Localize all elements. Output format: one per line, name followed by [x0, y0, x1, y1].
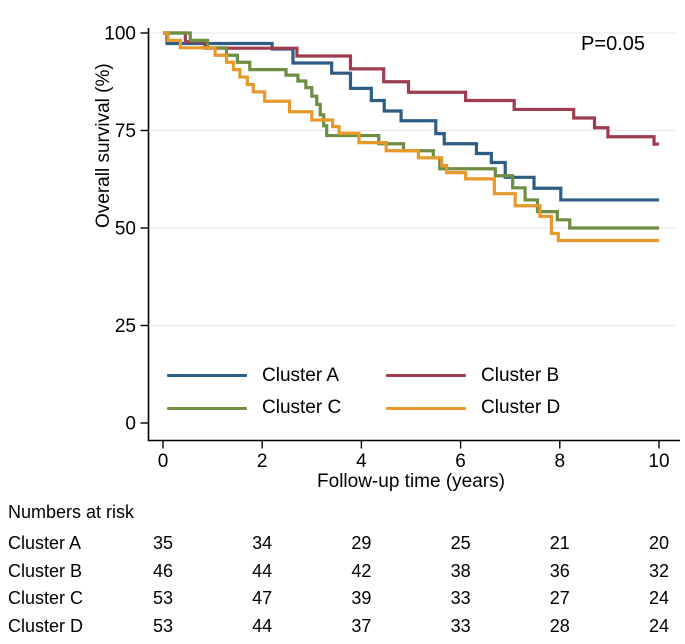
x-tick-label: 6: [455, 451, 466, 472]
risk-count: 33: [450, 588, 471, 608]
survival-curve-cluster-d: [163, 31, 659, 243]
risk-count: 44: [252, 560, 273, 581]
legend-label-cluster-b: Cluster B: [481, 365, 560, 386]
x-tick-label: 0: [158, 451, 169, 472]
risk-count: 34: [252, 533, 273, 553]
y-tick-label: 100: [104, 24, 136, 45]
x-tick-label: 8: [555, 451, 566, 472]
risk-row-label: Cluster D: [8, 615, 84, 636]
legend-line-cluster-b: [386, 374, 466, 378]
y-tick-label: 50: [115, 219, 136, 240]
risk-count: 21: [549, 533, 570, 553]
risk-count: 46: [152, 560, 174, 581]
risk-count: 44: [252, 615, 273, 636]
legend-line-cluster-d: [386, 406, 466, 410]
risk-count: 29: [351, 533, 372, 553]
risk-row-label: Cluster A: [8, 533, 82, 553]
risk-count: 33: [450, 615, 471, 636]
y-tick-label: 75: [115, 121, 136, 142]
risk-count: 27: [549, 588, 570, 608]
legend-line-cluster-a: [167, 374, 247, 378]
risk-count: 25: [450, 533, 471, 553]
risk-count: 37: [351, 615, 372, 636]
risk-count: 38: [450, 560, 471, 581]
x-tick-label: 4: [356, 451, 367, 472]
x-tick-label: 2: [257, 451, 268, 472]
risk-count: 36: [549, 560, 570, 581]
risk-count: 32: [648, 560, 670, 581]
risk-count: 39: [351, 588, 372, 608]
risk-count: 47: [252, 588, 273, 608]
risk-count: 28: [549, 615, 570, 636]
legend-label-cluster-d: Cluster D: [481, 397, 561, 418]
risk-table-heading: Numbers at risk: [8, 502, 135, 522]
axis-spines: [147, 28, 680, 442]
risk-count: 35: [152, 533, 174, 553]
x-axis-title: Follow-up time (years): [317, 471, 505, 492]
risk-count: 53: [152, 588, 174, 608]
legend-label-cluster-a: Cluster A: [262, 365, 340, 386]
risk-count: 24: [648, 588, 670, 608]
y-tick-label: 0: [125, 414, 136, 435]
risk-count: 24: [648, 615, 670, 636]
risk-count: 42: [351, 560, 372, 581]
risk-count: 53: [152, 615, 174, 636]
p-value-annotation: P=0.05: [581, 33, 645, 55]
risk-row-label: Cluster C: [8, 588, 84, 608]
y-tick-label: 25: [115, 316, 136, 337]
risk-count: 20: [648, 533, 670, 553]
legend-line-cluster-c: [167, 406, 247, 410]
legend-label-cluster-c: Cluster C: [262, 397, 342, 418]
x-tick-label: 10: [648, 451, 669, 472]
risk-row-label: Cluster B: [8, 560, 83, 581]
